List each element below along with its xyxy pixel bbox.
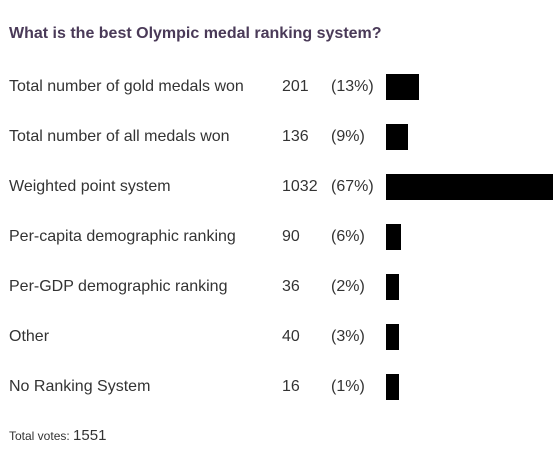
option-percent: (9%) (331, 128, 365, 145)
option-bar (386, 224, 401, 250)
poll-option-row: Per-GDP demographic ranking 36 (2%) (0, 274, 557, 300)
option-vote-count: 201 (282, 78, 309, 95)
option-vote-count: 136 (282, 128, 309, 145)
option-vote-count: 90 (282, 228, 300, 245)
option-label: Total number of gold medals won (9, 78, 244, 95)
option-label: Other (9, 328, 50, 345)
option-percent: (3%) (331, 328, 365, 345)
option-label: Weighted point system (9, 178, 171, 195)
option-bar (386, 274, 399, 300)
poll-option-row: Other 40 (3%) (0, 324, 557, 350)
option-bar (386, 74, 419, 100)
option-label: Per-capita demographic ranking (9, 228, 236, 245)
option-label: No Ranking System (9, 378, 151, 395)
option-label: Total number of all medals won (9, 128, 230, 145)
option-bar (386, 374, 399, 400)
poll-option-row: Total number of gold medals won 201 (13%) (0, 74, 557, 100)
total-votes-value: 1551 (73, 427, 107, 444)
option-percent: (67%) (331, 178, 374, 195)
option-percent: (2%) (331, 278, 365, 295)
poll-option-row: Total number of all medals won 136 (9%) (0, 124, 557, 150)
option-bar (386, 124, 408, 150)
option-percent: (6%) (331, 228, 365, 245)
poll-option-row: Per-capita demographic ranking 90 (6%) (0, 224, 557, 250)
option-vote-count: 1032 (282, 178, 318, 195)
option-label: Per-GDP demographic ranking (9, 278, 228, 295)
total-votes: Total votes: 1551 (9, 427, 106, 444)
option-vote-count: 16 (282, 378, 300, 395)
poll-question: What is the best Olympic medal ranking s… (9, 25, 382, 42)
option-bar (386, 324, 399, 350)
total-votes-label: Total votes: (9, 429, 70, 443)
option-percent: (1%) (331, 378, 365, 395)
option-bar (386, 174, 553, 200)
poll-option-row: Weighted point system 1032 (67%) (0, 174, 557, 200)
poll-option-row: No Ranking System 16 (1%) (0, 374, 557, 400)
option-percent: (13%) (331, 78, 374, 95)
option-vote-count: 40 (282, 328, 300, 345)
option-vote-count: 36 (282, 278, 300, 295)
